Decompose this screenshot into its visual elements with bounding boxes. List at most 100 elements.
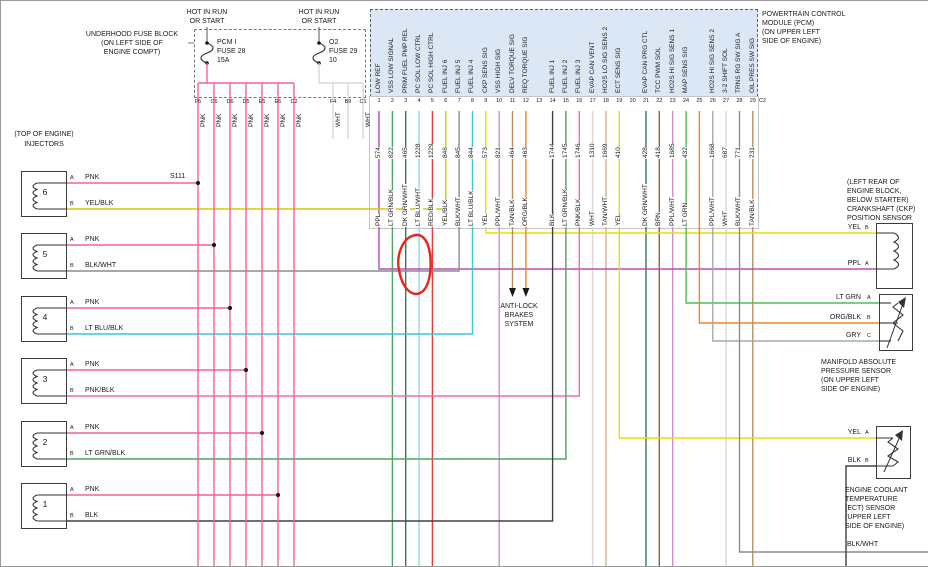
pnk-wire-label: PNK [200,114,208,127]
wire-id-label: 573 [482,147,490,159]
wire-color-label: LT BLU/WHT [415,188,423,227]
fuse-name: O2 [329,39,338,47]
wire-id-label: 1669 [602,144,610,159]
pcm-pin-function-label: VSS HIGH SIG [495,49,503,93]
pcm-pin-number: 23 [667,98,679,104]
wire-color-label: WHT [589,211,597,227]
fuse-terminal-id: F4 [326,99,340,105]
pcm-pin-function-label: OIL PRES SW SIG [749,38,757,93]
wire-id-label: 1746 [575,144,583,159]
wire-id-label: 822 [388,147,396,159]
fuse-terminal-id: B9 [341,99,355,105]
pcm-pin-function-label: EVAP CAN PRG CTL [642,31,650,93]
map-label: (ON UPPER LEFT [821,377,879,385]
pcm-pin-number: 5 [426,98,438,104]
injector-b-wire-label: BLK [85,512,98,520]
pcm-pin-function-label: DELV TORQUE SIG [509,34,517,93]
fuse-block-label: UNDERHOOD FUSE BLOCK [71,31,193,39]
injector-pin-letter: A [70,425,74,431]
wire-id-label: 432 [682,147,690,159]
pcm-pin-function-label: VSS LOW SIGNAL [388,38,396,93]
hot-in-run-label: HOT IN RUN [284,9,354,17]
injector-pin-letter: A [70,175,74,181]
wire-id-label: 1744 [549,144,557,159]
pcm-pin-function-label: FUEL INJ 5 [455,60,463,93]
fuse-id: FUSE 29 [329,48,357,56]
wire-color-label: TAN/BLK [509,199,517,227]
pcm-pin-number: 26 [707,98,719,104]
pcm-pin-function-label: FUEL INJ 6 [442,60,450,93]
pcm-pin-function-label: LOW REF [375,63,383,93]
pnk-wire-label: PNK [280,114,288,127]
injector-b-wire-label: YEL/BLK [85,200,113,208]
wire-id-label: 771 [735,147,743,159]
pcm-title: SIDE OF ENGINE) [762,38,821,46]
pcm-pin-number: 8 [466,98,478,104]
sensor-wire-color-label: YEL [801,224,861,232]
wire-color-label: WHT [722,211,730,227]
pcm-pin-number: 18 [600,98,612,104]
injector-a-wire-label: PNK [85,299,99,307]
pcm-title: (ON UPPER LEFT [762,29,820,37]
wire-id-label: 1310 [589,144,597,159]
pcm-title: POWERTRAIN CONTROL [762,11,846,19]
wire-color-label: RED/BLK [428,198,436,227]
pcm-pin-number: 6 [440,98,452,104]
injector-pin-letter: B [70,513,74,519]
wire-color-label: TAN/WHT [602,197,610,227]
fuse-terminal-id: E6 [271,99,285,105]
pcm-pin-number: 19 [613,98,625,104]
pnk-wire-label: PNK [264,114,272,127]
wire-id-label: 687 [722,147,730,159]
sensor-wire-color-label: ORG/BLK [801,314,861,322]
fuse-terminal-id: C1 [356,99,370,105]
map-label: MANIFOLD ABSOLUTE [821,359,896,367]
sensor-wire-color-label: PPL [801,260,861,268]
pcm-title: MODULE (PCM) [762,20,814,28]
pcm-pin-function-label: EVAP CAN VENT [589,42,597,93]
injector-number: 2 [39,438,51,446]
fuse-terminal-id: D6 [223,99,237,105]
pnk-wire-label: PNK [296,114,304,127]
sensor-wire-color-label: GRY [801,332,861,340]
pcm-pin-function-label: HO2S HI SIG SENS 2 [709,29,717,93]
sensor-wire-color-label: LT GRN [801,294,861,302]
pcm-pin-function-label: TCC PWM SOL [655,47,663,93]
abs-note: BRAKES [488,312,550,320]
pcm-pin-function-label: PC SOL LOW CTRL [415,34,423,93]
fuse-block-label: ENGINE COMPT) [71,49,193,57]
sensor-pin-letter: A [865,430,869,436]
pcm-pin-number: 11 [507,98,519,104]
injector-number: 4 [39,313,51,321]
wire-color-label: LT BLU/BLK [468,190,476,227]
injectors-header: (TOP OF ENGINE) [5,131,83,139]
wire-id-label: 1685 [669,144,677,159]
pcm-pin-function-label: MAP SENS SIG [682,47,690,93]
injector-pin-letter: B [70,263,74,269]
fuse-terminal-id: F5 [191,99,205,105]
injector-b-wire-label: BLK/WHT [85,262,116,270]
wire-id-label: 465 [402,147,410,159]
pnk-wire-label: PNK [216,114,224,127]
injector-a-wire-label: PNK [85,486,99,494]
injector-a-wire-label: PNK [85,424,99,432]
ckp-label: POSITION SENSOR [847,215,912,223]
pcm-pin-function-label: PC SOL HIGH CTRL [428,33,436,93]
hot-in-run-label: HOT IN RUN [172,9,242,17]
ckp-label: (LEFT REAR OF [847,179,899,187]
fuse-block-label: (ON LEFT SIDE OF [71,40,193,48]
pcm-pin-number: 29 [747,98,759,104]
pcm-pin-number: 25 [693,98,705,104]
pcm-pin-number: 15 [560,98,572,104]
pnk-wire-label: PNK [248,114,256,127]
hot-in-run-label: OR START [284,18,354,26]
splice-label: S111 [170,173,185,181]
wire-color-label: BLK/WHT [455,197,463,227]
fuse-name: PCM I [217,39,236,47]
sensor-wire-color-label: YEL [806,429,861,437]
pcm-pin-number: 20 [627,98,639,104]
wire-id-label: 1668 [709,144,717,159]
injector-pin-letter: A [70,487,74,493]
